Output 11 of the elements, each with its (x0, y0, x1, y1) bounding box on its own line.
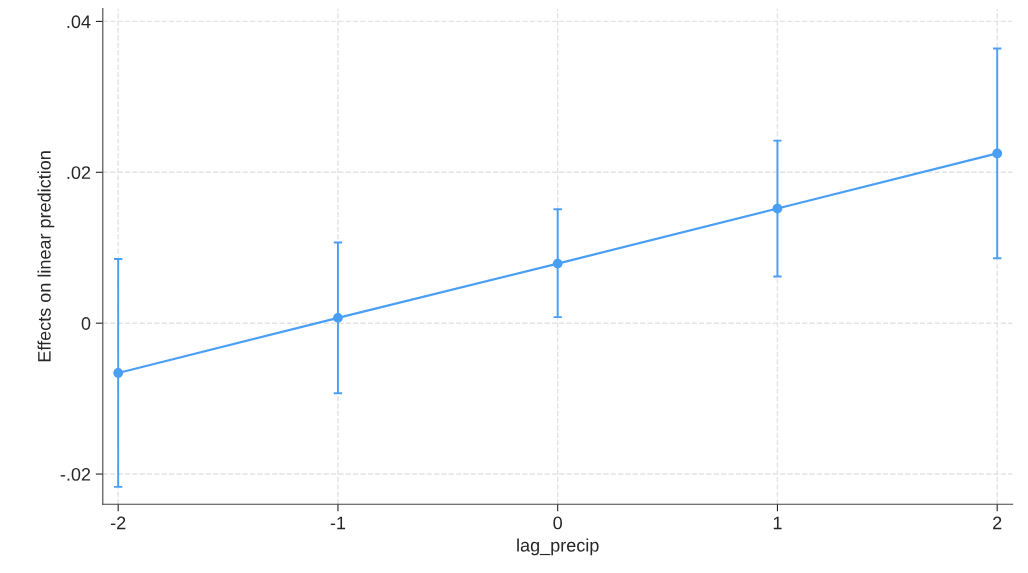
y-tick-label: -.02 (60, 468, 91, 481)
x-tick-label: 0 (553, 516, 563, 530)
x-tick-label: 1 (773, 516, 782, 530)
y-tick-label: .04 (67, 15, 91, 29)
y-tick-label: 0 (81, 317, 91, 330)
x-tick-label: -2 (110, 516, 126, 530)
x-axis-title: lag_precip (517, 538, 599, 556)
x-tick-label: 2 (993, 516, 1002, 530)
y-tick-label: .02 (67, 166, 91, 180)
y-axis-title: Effects on linear prediction (37, 151, 55, 362)
x-tick-label: -1 (330, 516, 346, 530)
